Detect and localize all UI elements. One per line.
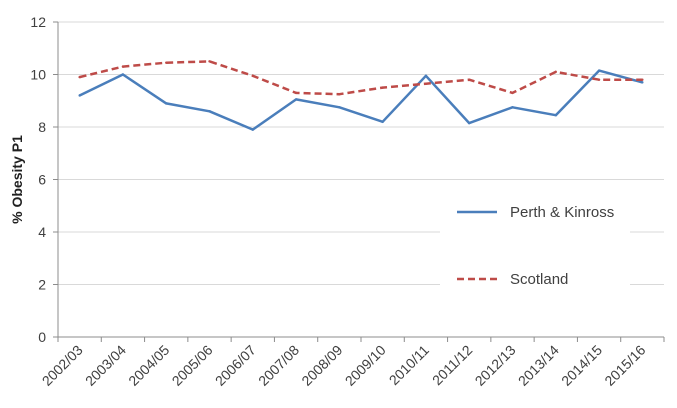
legend-label-scotland: Scotland	[510, 271, 568, 288]
x-tick-label: 2008/09	[298, 342, 345, 389]
data-point-perth-kinross	[554, 113, 557, 117]
data-point-perth-kinross	[511, 106, 514, 109]
x-tick-label: 2006/07	[212, 342, 259, 389]
y-tick-label: 2	[38, 277, 46, 293]
y-tick-label: 10	[30, 67, 46, 83]
data-point-perth-kinross	[121, 73, 125, 76]
data-point-scotland	[121, 65, 125, 68]
y-tick-label: 6	[38, 172, 46, 188]
x-tick-label: 2004/05	[125, 342, 172, 389]
data-point-scotland	[554, 70, 557, 74]
data-point-perth-kinross	[641, 81, 644, 84]
data-point-perth-kinross	[468, 121, 471, 125]
x-tick-label: 2015/16	[601, 342, 648, 389]
x-tick-label: 2013/14	[515, 342, 562, 389]
data-point-scotland	[424, 82, 428, 85]
data-point-perth-kinross	[338, 106, 341, 109]
x-tick-label: 2012/13	[472, 342, 519, 389]
data-point-scotland	[641, 78, 644, 81]
data-point-perth-kinross	[165, 102, 168, 105]
data-point-perth-kinross	[208, 110, 211, 113]
data-point-scotland	[165, 61, 168, 64]
x-tick-label: 2003/04	[82, 342, 129, 389]
data-point-perth-kinross	[424, 74, 428, 78]
data-point-perth-kinross	[597, 69, 601, 72]
data-point-scotland	[381, 86, 384, 89]
series-line-scotland	[79, 60, 643, 96]
x-tick-label: 2007/08	[255, 342, 302, 389]
data-point-scotland	[597, 78, 601, 81]
data-point-perth-kinross	[251, 128, 254, 131]
x-axis-ticks: 2002/032003/042004/052005/062006/072007/…	[39, 342, 649, 389]
series-lines	[78, 60, 644, 131]
y-axis-ticks: 0 2 4 6 8 10 12	[30, 14, 46, 345]
data-point-scotland	[294, 91, 298, 95]
data-point-scotland	[251, 74, 254, 78]
x-tick-label: 2011/12	[429, 342, 476, 389]
x-tick-label: 2010/11	[386, 342, 433, 389]
data-point-scotland	[208, 60, 211, 63]
y-tick-label: 8	[38, 119, 46, 135]
data-point-scotland	[78, 75, 81, 79]
x-tick-label: 2005/06	[169, 342, 216, 389]
legend: Perth & Kinross Scotland	[440, 186, 630, 306]
x-tick-label: 2014/15	[558, 342, 605, 389]
data-point-perth-kinross	[294, 98, 298, 101]
data-point-perth-kinross	[78, 94, 81, 97]
x-tick-label: 2009/10	[342, 342, 389, 389]
axes	[53, 21, 665, 342]
data-point-scotland	[468, 78, 471, 81]
y-tick-label: 0	[38, 329, 46, 345]
y-tick-label: 4	[38, 224, 46, 240]
data-point-scotland	[338, 92, 341, 96]
data-point-perth-kinross	[381, 120, 384, 123]
x-tick-label: 2002/03	[39, 342, 86, 389]
legend-box	[440, 186, 630, 306]
y-tick-label: 12	[30, 14, 46, 30]
series-line-perth-kinross	[79, 69, 643, 131]
y-axis-title: % Obesity P1	[9, 135, 25, 224]
legend-label-perth-kinross: Perth & Kinross	[510, 204, 614, 221]
data-point-scotland	[511, 91, 514, 95]
